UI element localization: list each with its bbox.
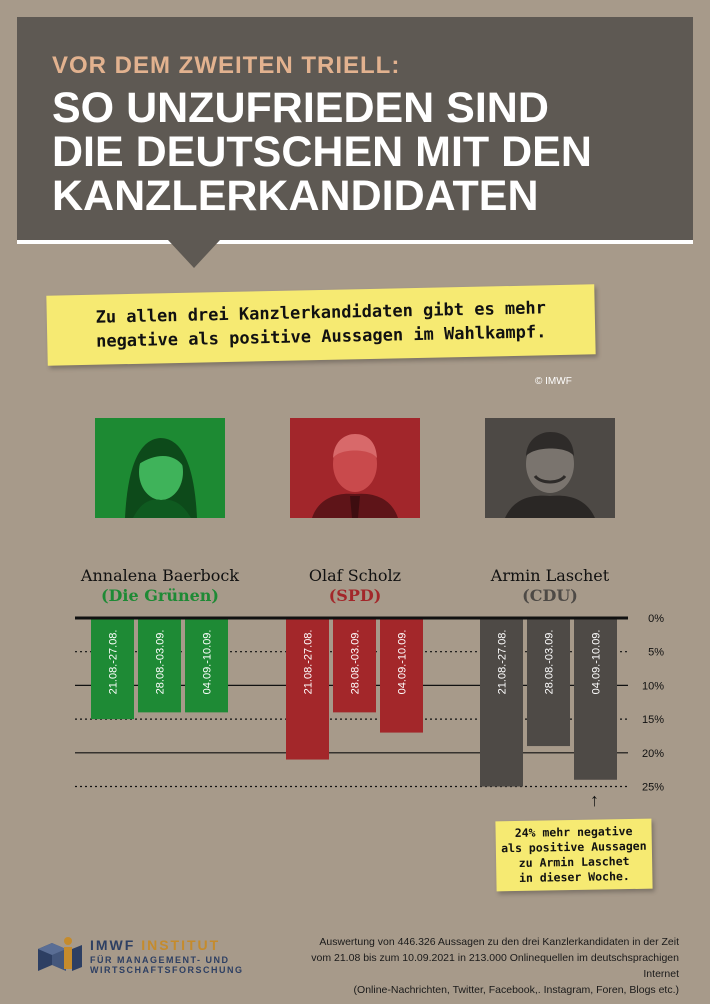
bar-period-label: 28.08.-03.09. bbox=[155, 630, 167, 695]
bar bbox=[91, 619, 134, 720]
portrait-scholz bbox=[290, 418, 420, 518]
bar bbox=[286, 619, 329, 760]
logo-institut: INSTITUT bbox=[141, 937, 221, 953]
logo-text: IMWF INSTITUT FÜR MANAGEMENT- UND WIRTSC… bbox=[90, 937, 244, 975]
bar bbox=[527, 619, 570, 747]
candidate-party-scholz: (SPD) bbox=[328, 586, 382, 605]
bar-period-label: 21.08.-27.08. bbox=[497, 630, 509, 695]
footnote-line-1: Auswertung von 446.326 Aussagen zu den d… bbox=[319, 936, 679, 948]
y-tick-label: 20% bbox=[642, 748, 664, 760]
title-line-3: KANZLERKANDIDATEN bbox=[52, 172, 539, 220]
y-tick-label: 10% bbox=[642, 680, 664, 692]
y-tick-label: 15% bbox=[642, 714, 664, 726]
laschet-callout: 24% mehr negative als positive Aussagen … bbox=[495, 818, 653, 892]
bar-period-label: 28.08.-03.09. bbox=[350, 630, 362, 695]
logo-line-3: WIRTSCHAFTSFORSCHUNG bbox=[90, 965, 244, 975]
bar bbox=[380, 619, 423, 733]
candidate-party-laschet: (CDU) bbox=[522, 586, 578, 605]
bar bbox=[333, 619, 376, 713]
portrait-laschet bbox=[485, 418, 615, 518]
candidate-name-laschet: Armin Laschet bbox=[490, 566, 610, 585]
candidate-name-baerbock: Annalena Baerbock bbox=[80, 566, 240, 585]
logo-line-2: FÜR MANAGEMENT- UND bbox=[90, 955, 230, 965]
header-divider bbox=[17, 240, 693, 244]
bar-period-label: 04.09.-10.09. bbox=[202, 630, 214, 695]
footnote-line-2: vom 21.08 bis zum 10.09.2021 in 213.000 … bbox=[311, 952, 679, 980]
title-line-2: DIE DEUTSCHEN MIT DEN bbox=[52, 128, 592, 176]
bar bbox=[138, 619, 181, 713]
y-tick-label: 5% bbox=[648, 647, 664, 659]
bar bbox=[574, 619, 617, 780]
bar-period-label: 21.08.-27.08. bbox=[108, 630, 120, 695]
copyright: © IMWF bbox=[535, 376, 572, 387]
pretitle: VOR DEM ZWEITEN TRIELL: bbox=[52, 52, 401, 79]
y-tick-label: 0% bbox=[648, 613, 664, 625]
candidate-party-baerbock: (Die Grünen) bbox=[100, 586, 219, 605]
bar-period-label: 04.09.-10.09. bbox=[591, 630, 603, 695]
footnote-line-3: (Online-Nachrichten, Twitter, Facebook,.… bbox=[353, 984, 679, 996]
logo-imwf: IMWF bbox=[90, 937, 136, 953]
bar bbox=[480, 619, 523, 787]
callout-line-4: in dieser Woche. bbox=[518, 869, 630, 885]
header-banner bbox=[17, 17, 693, 241]
header-notch bbox=[168, 240, 220, 268]
title-line-1: SO UNZUFRIEDEN SIND bbox=[52, 84, 549, 132]
callout-arrow-icon: ↑ bbox=[590, 790, 599, 810]
y-tick-label: 25% bbox=[642, 782, 664, 794]
bar bbox=[185, 619, 228, 713]
page-title: SO UNZUFRIEDEN SIND DIE DEUTSCHEN MIT DE… bbox=[52, 86, 672, 218]
bar-period-label: 21.08.-27.08. bbox=[303, 630, 315, 695]
methodology-footnote: Auswertung von 446.326 Aussagen zu den d… bbox=[299, 934, 679, 998]
portrait-baerbock bbox=[95, 418, 225, 518]
bar-period-label: 04.09.-10.09. bbox=[397, 630, 409, 695]
imwf-logo bbox=[34, 935, 86, 973]
bar-period-label: 28.08.-03.09. bbox=[544, 630, 556, 695]
candidate-name-scholz: Olaf Scholz bbox=[308, 566, 402, 585]
